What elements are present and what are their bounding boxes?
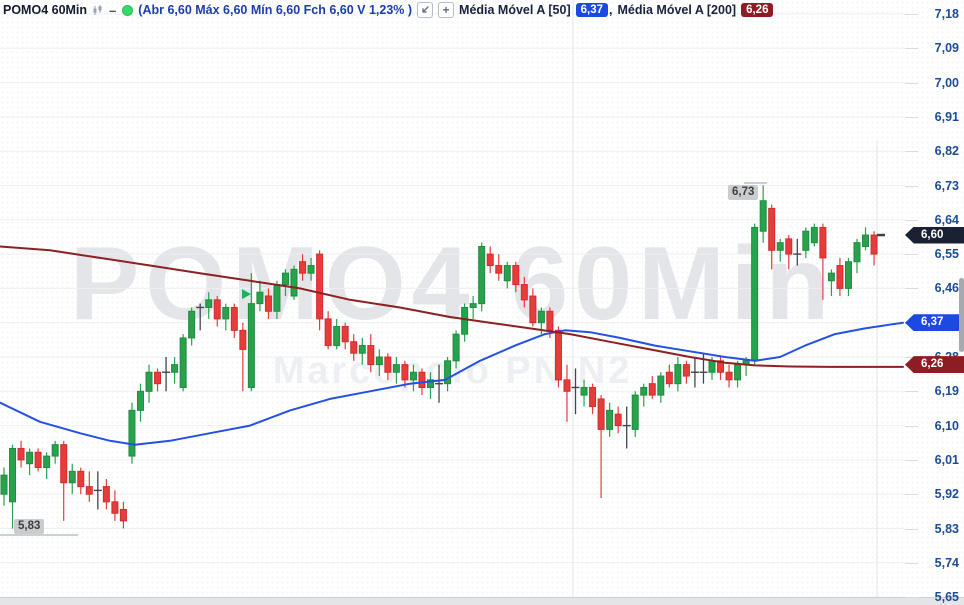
axis-tick (905, 459, 918, 461)
axis-price-label: 7,18 (905, 6, 964, 22)
axis-price-text: 6,64 (934, 212, 959, 227)
axis-tick (905, 391, 918, 393)
cursor-tool-button[interactable] (417, 2, 434, 18)
axis-price-label: 6,19 (905, 383, 964, 399)
axis-price-label: 6,55 (905, 246, 964, 262)
axis-price-text: 6,91 (934, 109, 959, 124)
axis-tick (905, 288, 918, 290)
axis-price-text: 6,55 (934, 247, 959, 262)
axis-price-text: 5,74 (934, 555, 959, 570)
connection-status-icon (122, 4, 134, 16)
axis-price-text: 6,01 (934, 452, 959, 467)
axis-price-label: 5,65 (905, 589, 964, 605)
ma-separator: , (609, 3, 613, 17)
axis-tick (905, 425, 918, 427)
axis-price-text: 6,82 (934, 144, 959, 159)
axis-price-label: 6,91 (905, 109, 964, 125)
axis-price-text: 5,83 (934, 521, 959, 536)
axis-tick (905, 357, 918, 358)
ma50-value-badge: 6,37 (575, 3, 609, 17)
ma200-label: Média Móvel A [200] (617, 3, 737, 17)
ma200-price-badge: 6,26 (905, 356, 964, 374)
axis-tick (905, 219, 918, 221)
axis-price-label: 7,09 (905, 40, 964, 56)
axis-tick (905, 494, 918, 496)
axis-price-label: 6,10 (905, 418, 964, 434)
bottom-axis-strip (0, 597, 964, 605)
axis-price-label: 6,73 (905, 178, 964, 194)
ma200-value-badge: 6,26 (741, 3, 774, 17)
axis-tick (905, 116, 918, 118)
axis-price-text: 7,09 (934, 41, 959, 56)
axis-tick (905, 185, 918, 187)
axis-price-label: 6,82 (905, 143, 964, 159)
axis-tick (905, 151, 918, 153)
axis-tick (905, 528, 918, 530)
collapse-dash: – (109, 2, 117, 18)
axis-tick (905, 82, 918, 84)
axis-price-label: 7,00 (905, 75, 964, 91)
axis-tick (905, 597, 918, 599)
axis-price-text: 7,18 (934, 7, 959, 21)
chart-canvas[interactable] (0, 0, 905, 605)
axis-price-label: 6,64 (905, 212, 964, 228)
axis-price-text: 6,46 (934, 281, 959, 296)
axis-price-text: 5,65 (934, 590, 959, 605)
axis-price-label: 5,92 (905, 486, 964, 502)
axis-price-text: 7,00 (934, 75, 959, 90)
axis-price-label: 6,46 (905, 280, 964, 296)
axis-price-text: 6,73 (934, 178, 959, 193)
axis-tick (905, 48, 918, 50)
axis-tick (905, 562, 918, 564)
axis-price-label: 5,83 (905, 521, 964, 537)
candlestick-chart-icon[interactable] (92, 4, 103, 16)
axis-price-text: 6,10 (934, 418, 959, 433)
price-axis[interactable]: 6,60 6,37 6,26 7,18 7,09 7,00 6,91 6,82 6,73 6… (905, 0, 964, 605)
axis-price-text: 5,92 (934, 487, 959, 502)
last-price-badge: 6,60 (905, 226, 964, 244)
axis-price-label: 5,74 (905, 555, 964, 571)
low-price-label: 5,83 (14, 519, 45, 534)
symbol-timeframe-label: POMO4 60Min (3, 3, 88, 17)
add-indicator-button[interactable]: + (438, 2, 455, 18)
axis-tick (905, 14, 918, 15)
chart-header: POMO4 60Min – (Abr 6,60 Máx 6,60 Mín 6,6… (3, 2, 774, 18)
axis-scrollbar-thumb[interactable] (959, 278, 964, 352)
axis-price-label: 6,01 (905, 452, 964, 468)
axis-tick (905, 254, 918, 256)
axis-price-text: 6,19 (934, 384, 959, 399)
ma50-price-badge: 6,37 (905, 314, 964, 332)
high-price-label: 6,73 (728, 185, 759, 200)
ohlc-summary: (Abr 6,60 Máx 6,60 Mín 6,60 Fch 6,60 V 1… (138, 3, 413, 17)
ma50-label: Média Móvel A [50] (459, 3, 571, 17)
